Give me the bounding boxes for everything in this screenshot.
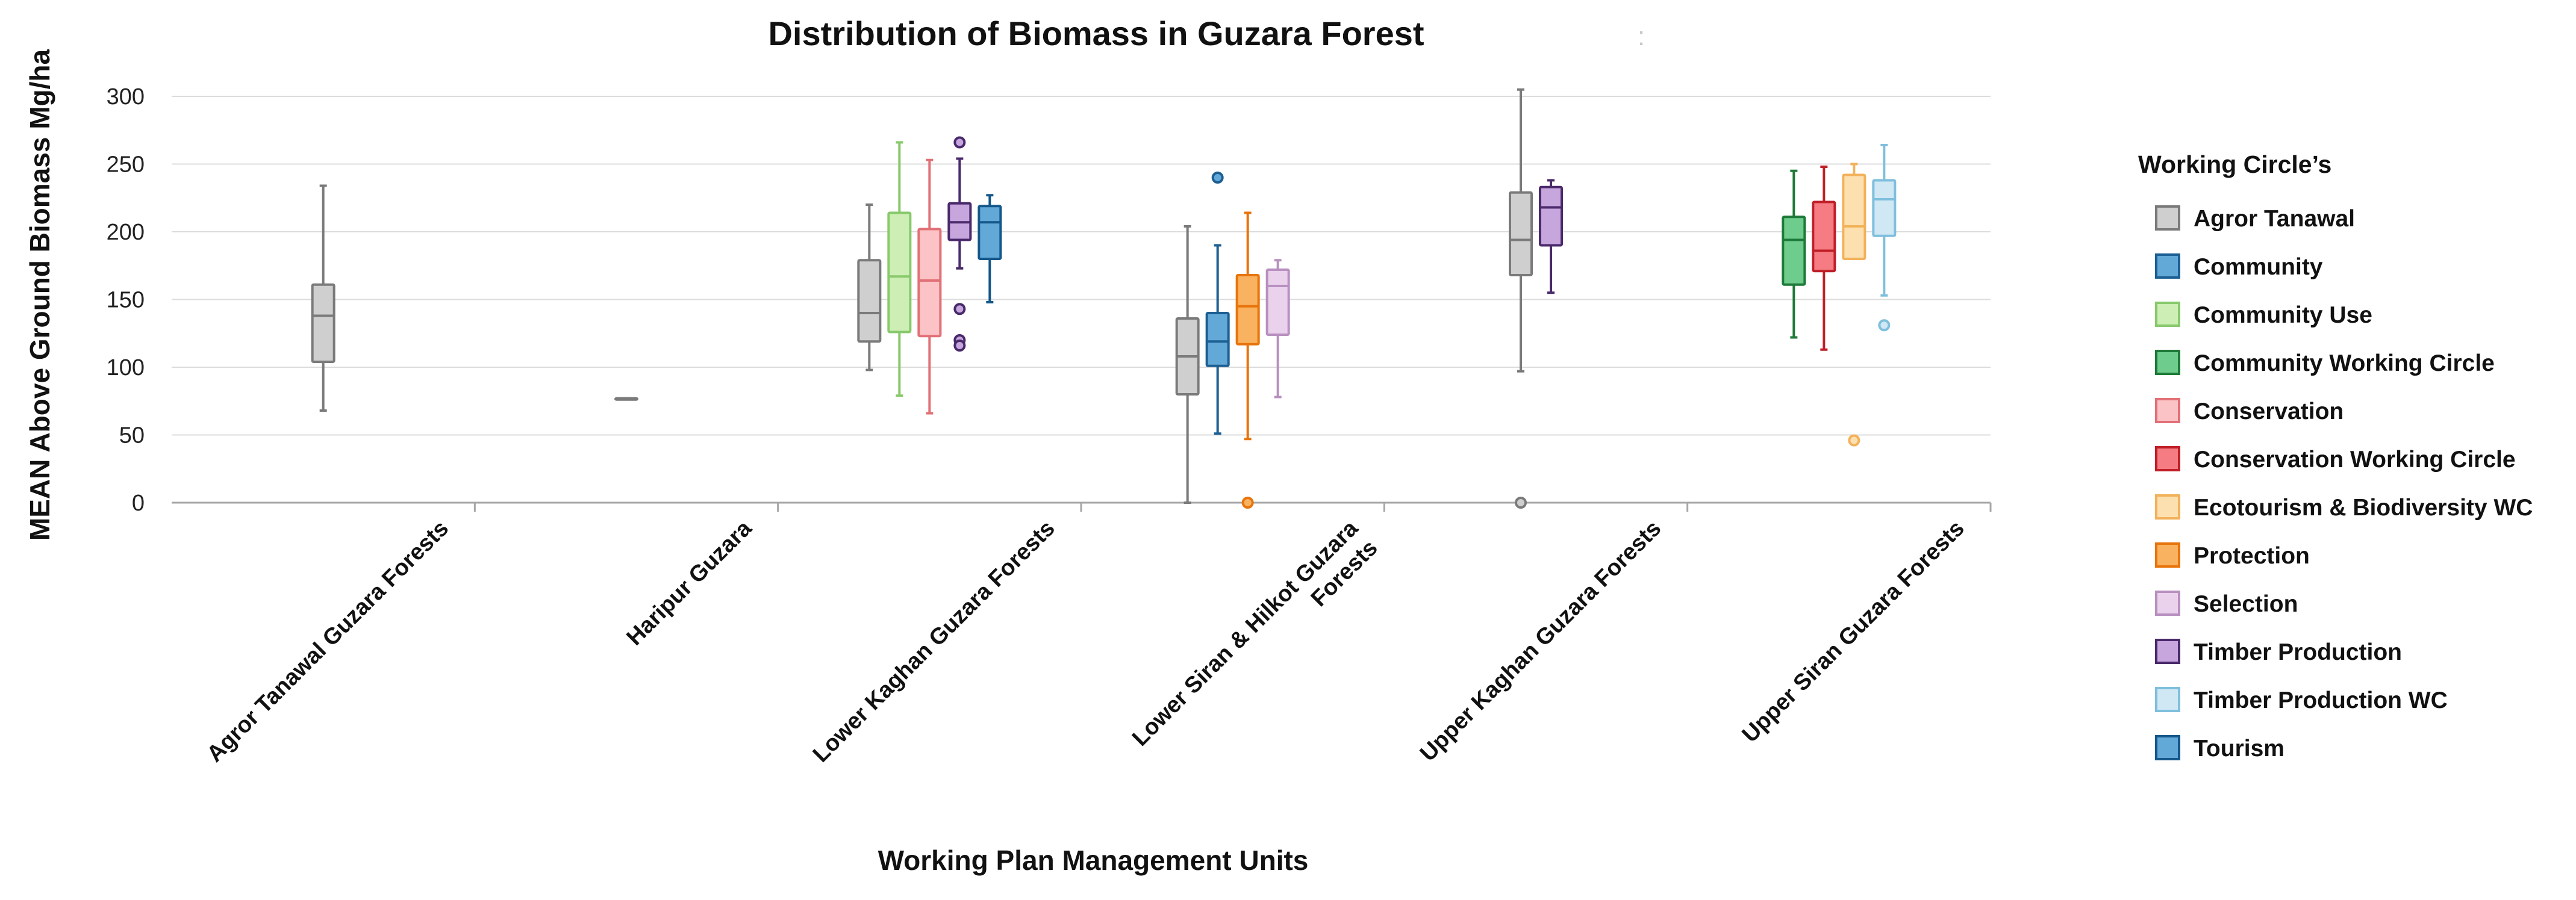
box-upper-siran-guzara-forests-conservation-working-circle bbox=[1812, 166, 1836, 351]
box-lower-siran-and-hilkot-guzara-forests-community bbox=[1205, 172, 1230, 435]
legend-swatch bbox=[2155, 205, 2180, 231]
legend-swatch bbox=[2155, 542, 2180, 568]
legend-label: Ecotourism & Biodiversity WC bbox=[2194, 495, 2533, 521]
box-lower-siran-and-hilkot-guzara-forests-agror-tanawal bbox=[1175, 225, 1200, 504]
legend: Working Circle’s Agror Tanawal Community C… bbox=[2138, 151, 2533, 762]
legend-item-conservation: Conservation bbox=[2155, 398, 2344, 424]
box-haripur-guzara-agror-tanawal bbox=[614, 397, 638, 401]
legend-item-timber-production: Timber Production bbox=[2155, 639, 2402, 665]
box-body bbox=[1205, 312, 1230, 367]
legend-label: Timber Production bbox=[2194, 639, 2402, 665]
box-lower-kaghan-guzara-forests-agror-tanawal bbox=[857, 203, 882, 371]
box-lower-kaghan-guzara-forests-community-use bbox=[887, 141, 912, 397]
legend-title: Working Circle’s bbox=[2138, 151, 2331, 178]
outlier-point bbox=[1241, 497, 1254, 509]
box-agror-tanawal-guzara-forests-agror-tanawal bbox=[311, 184, 335, 412]
legend-swatch bbox=[2155, 591, 2180, 616]
box-body bbox=[1872, 179, 1897, 237]
legend-swatch bbox=[2155, 302, 2180, 327]
box-lower-kaghan-guzara-forests-tourism bbox=[978, 194, 1002, 303]
box-upper-siran-guzara-forests-ecotourism-and-biodiversity-wc bbox=[1842, 163, 1867, 447]
y-gridlines bbox=[172, 96, 1991, 436]
legend-swatch bbox=[2155, 253, 2180, 279]
legend-swatch bbox=[2155, 446, 2180, 471]
outlier-point bbox=[1515, 497, 1527, 509]
outlier-point bbox=[1211, 172, 1224, 184]
y-tick-label-0: 0 bbox=[132, 491, 145, 516]
legend-item-community-working-circle: Community Working Circle bbox=[2155, 350, 2495, 376]
legend-label: Protection bbox=[2194, 543, 2310, 569]
box-body bbox=[917, 228, 942, 338]
box-lower-siran-and-hilkot-guzara-forests-protection bbox=[1235, 211, 1260, 509]
legend-item-conservation-working-circle: Conservation Working Circle bbox=[2155, 446, 2516, 473]
legend-swatch bbox=[2155, 494, 2180, 520]
legend-item-tourism: Tourism bbox=[2155, 735, 2284, 762]
y-tick-label-250: 250 bbox=[107, 152, 145, 178]
y-tick-label-300: 300 bbox=[107, 84, 145, 110]
legend-item-protection: Protection bbox=[2155, 542, 2310, 569]
legend-swatch bbox=[2155, 735, 2180, 760]
legend-item-community-use: Community Use bbox=[2155, 302, 2372, 328]
outlier-point bbox=[1878, 319, 1891, 332]
legend-label: Agror Tanawal bbox=[2194, 206, 2355, 232]
legend-label: Selection bbox=[2194, 591, 2298, 617]
legend-swatch bbox=[2155, 639, 2180, 664]
box-body bbox=[1509, 191, 1533, 276]
y-axis-label: MEAN Above Ground Biomass Mg/ha bbox=[24, 49, 55, 541]
box-body bbox=[978, 205, 1002, 260]
box-upper-siran-guzara-forests-community-working-circle bbox=[1782, 169, 1806, 339]
chart-title: Distribution of Biomass in Guzara Forest bbox=[768, 14, 1424, 52]
outlier-point bbox=[1848, 434, 1860, 447]
outlier-point bbox=[953, 303, 966, 315]
outlier-point bbox=[953, 136, 966, 149]
box-lower-kaghan-guzara-forests-conservation bbox=[917, 158, 942, 415]
box-body bbox=[857, 259, 882, 343]
legend-swatch bbox=[2155, 350, 2180, 375]
box-body bbox=[1782, 216, 1806, 286]
box-body bbox=[887, 211, 912, 334]
x-axis-label: Working Plan Management Units bbox=[878, 845, 1309, 876]
y-tick-label-150: 150 bbox=[107, 288, 145, 313]
y-tick-label-200: 200 bbox=[107, 220, 145, 245]
box-body bbox=[1842, 173, 1867, 260]
legend-item-timber-production-wc: Timber Production WC bbox=[2155, 687, 2448, 713]
legend-label: Tourism bbox=[2194, 736, 2284, 762]
box-body bbox=[1539, 185, 1563, 247]
chart-title-suffix: : bbox=[1638, 22, 1645, 51]
outlier-point bbox=[953, 340, 966, 352]
y-tick-label-100: 100 bbox=[107, 355, 145, 380]
box-body bbox=[1235, 274, 1260, 346]
box-plot-series bbox=[311, 88, 1897, 509]
legend-label: Timber Production WC bbox=[2194, 687, 2448, 713]
legend-item-ecotourism-and-biodiversity-wc: Ecotourism & Biodiversity WC bbox=[2155, 494, 2533, 521]
box-upper-kaghan-guzara-forests-timber-production bbox=[1539, 179, 1563, 294]
legend-label: Conservation Working Circle bbox=[2194, 447, 2516, 473]
box-upper-siran-guzara-forests-timber-production-wc bbox=[1872, 144, 1897, 332]
legend-item-agror-tanawal: Agror Tanawal bbox=[2155, 205, 2355, 232]
legend-swatch bbox=[2155, 398, 2180, 423]
box-body bbox=[311, 283, 335, 363]
legend-label: Community Working Circle bbox=[2194, 350, 2495, 376]
y-axis-ticks: 0 50 100 150 200 250 300 bbox=[107, 84, 145, 516]
y-tick-label-50: 50 bbox=[119, 423, 145, 448]
legend-label: Community bbox=[2194, 254, 2323, 280]
box-body bbox=[1812, 200, 1836, 273]
legend-item-selection: Selection bbox=[2155, 591, 2298, 617]
box-upper-kaghan-guzara-forests-agror-tanawal bbox=[1509, 88, 1533, 509]
legend-swatch bbox=[2155, 687, 2180, 712]
legend-label: Conservation bbox=[2194, 399, 2344, 424]
legend-item-community: Community bbox=[2155, 253, 2323, 280]
box-lower-kaghan-guzara-forests-timber-production bbox=[947, 136, 972, 352]
legend-label: Community Use bbox=[2194, 302, 2372, 328]
box-lower-siran-and-hilkot-guzara-forests-selection bbox=[1265, 259, 1290, 399]
box-body bbox=[1265, 268, 1290, 336]
